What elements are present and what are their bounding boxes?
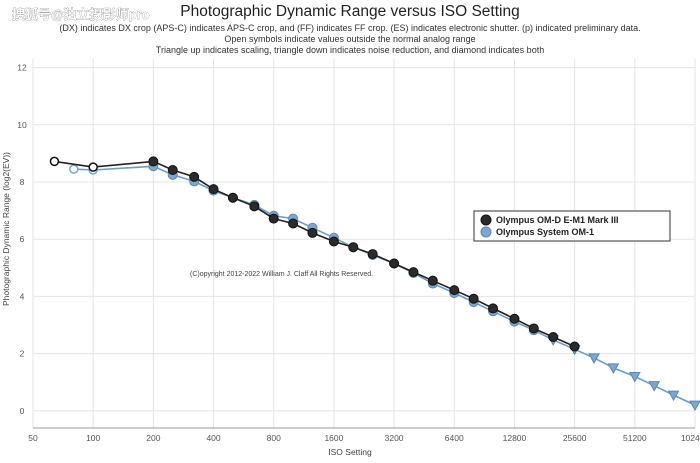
- y-tick-label: 8: [20, 177, 25, 187]
- data-point: [208, 184, 219, 195]
- x-tick-label: 400: [206, 433, 220, 443]
- y-axis-title: Photographic Dynamic Range (log2(EV)): [1, 152, 11, 306]
- y-tick-label: 10: [17, 120, 27, 130]
- data-point: [249, 201, 260, 212]
- x-tick-label: 3200: [385, 433, 404, 443]
- data-point: [268, 213, 279, 224]
- x-tick-label: 6400: [445, 433, 464, 443]
- series-2: [69, 161, 700, 412]
- x-tick-label: 50: [28, 433, 38, 443]
- x-tick-label: 800: [267, 433, 281, 443]
- data-point: [488, 303, 499, 314]
- series-line: [73, 165, 696, 406]
- y-tick-label: 4: [20, 291, 25, 301]
- data-point: [49, 156, 60, 167]
- copyright-note: (C)opyright 2012-2022 William J. Claff A…: [190, 271, 373, 278]
- chart-title: Photographic Dynamic Range versus ISO Se…: [180, 3, 519, 20]
- data-point: [509, 313, 520, 324]
- legend-label-series-1: Olympus OM-D E-M1 Mark III: [496, 215, 619, 225]
- data-point: [69, 164, 79, 174]
- data-point: [648, 381, 661, 392]
- chart-subtitle-line-2: Open symbols indicate values outside the…: [224, 34, 475, 44]
- data-point: [88, 162, 98, 172]
- x-tick-label: 200: [146, 433, 160, 443]
- x-tick-label: 100: [86, 433, 100, 443]
- y-tick-label: 12: [17, 63, 27, 73]
- legend-label-series-2: Olympus System OM-1: [496, 227, 594, 237]
- chart-subtitle-line-3: Triangle up indicates scaling, triangle …: [156, 45, 544, 55]
- axes: 0 2 4 6 8 10 12 50 100 200 400 800 1600 3200 6400 12800…: [17, 63, 700, 443]
- data-point: [227, 192, 238, 203]
- watermark-text: 搜狐号@独立摄影师pro: [12, 7, 150, 22]
- legend: Olympus OM-D E-M1 Mark III Olympus Syste…: [473, 210, 671, 242]
- y-tick-label: 2: [20, 349, 25, 359]
- grid-lines: [32, 59, 696, 428]
- series-line: [54, 160, 575, 348]
- x-tick-label: 51200: [623, 433, 647, 443]
- data-point: [288, 218, 299, 229]
- x-tick-label: 1600: [324, 433, 343, 443]
- data-point: [667, 390, 680, 402]
- data-point: [528, 323, 539, 334]
- data-point: [588, 353, 600, 364]
- data-point: [408, 267, 419, 278]
- data-point: [468, 293, 479, 304]
- data-point: [548, 332, 559, 343]
- data-point: [348, 242, 359, 253]
- data-point: [569, 341, 580, 352]
- series-layer: [49, 156, 700, 412]
- data-point: [167, 164, 178, 175]
- legend-marker-series-2: [480, 226, 492, 238]
- data-point: [389, 258, 400, 269]
- data-point: [367, 249, 378, 260]
- data-point: [607, 363, 620, 374]
- y-tick-label: 6: [20, 234, 25, 244]
- data-point: [628, 372, 641, 383]
- data-point: [427, 275, 438, 286]
- data-point: [328, 236, 339, 247]
- data-point: [449, 285, 460, 296]
- data-point: [307, 227, 318, 238]
- data-point: [689, 400, 700, 412]
- series-1: [49, 156, 580, 352]
- x-axis-title: ISO Setting: [328, 447, 372, 457]
- chart-subtitle-line-1: (DX) indicates DX crop (APS-C) indicates…: [59, 23, 640, 33]
- x-tick-label: 25600: [563, 433, 587, 443]
- x-tick-label: 102400: [681, 433, 700, 443]
- y-tick-label: 0: [20, 406, 25, 416]
- legend-box: [473, 210, 671, 242]
- x-tick-label: 12800: [503, 433, 527, 443]
- data-point: [148, 156, 159, 167]
- data-point: [189, 171, 200, 182]
- legend-marker-series-1: [480, 214, 492, 226]
